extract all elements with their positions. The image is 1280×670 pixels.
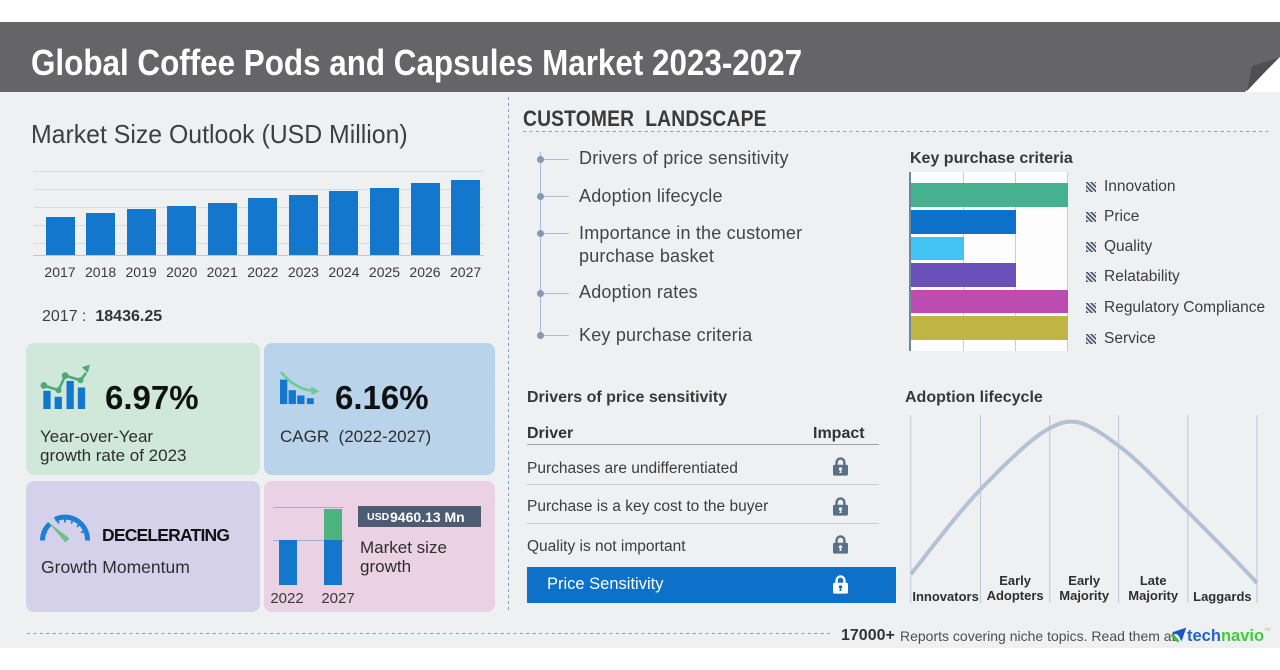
svg-text:technavio™: technavio™ (1187, 627, 1271, 645)
